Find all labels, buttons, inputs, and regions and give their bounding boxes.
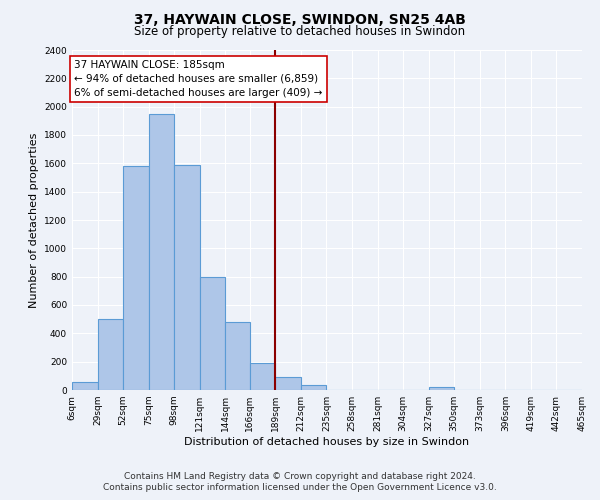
Text: Size of property relative to detached houses in Swindon: Size of property relative to detached ho… (134, 25, 466, 38)
Text: Contains HM Land Registry data © Crown copyright and database right 2024.
Contai: Contains HM Land Registry data © Crown c… (103, 472, 497, 492)
Bar (98, 319, 123, 390)
Bar (200, 276, 226, 390)
Bar (275, 376, 301, 390)
Bar (226, 322, 250, 390)
Text: 37, HAYWAIN CLOSE, SWINDON, SN25 4AB: 37, HAYWAIN CLOSE, SWINDON, SN25 4AB (134, 12, 466, 26)
Bar (428, 387, 454, 390)
Text: 37 HAYWAIN CLOSE: 185sqm
← 94% of detached houses are smaller (6,859)
6% of semi: 37 HAYWAIN CLOSE: 185sqm ← 94% of detach… (74, 60, 323, 98)
Bar (72, 382, 98, 390)
Bar (123, 166, 149, 390)
Bar (250, 363, 275, 390)
Y-axis label: Number of detached properties: Number of detached properties (29, 132, 38, 308)
Bar (149, 114, 174, 390)
Bar (174, 165, 200, 390)
Bar (301, 385, 326, 390)
X-axis label: Distribution of detached houses by size in Swindon: Distribution of detached houses by size … (184, 437, 470, 447)
